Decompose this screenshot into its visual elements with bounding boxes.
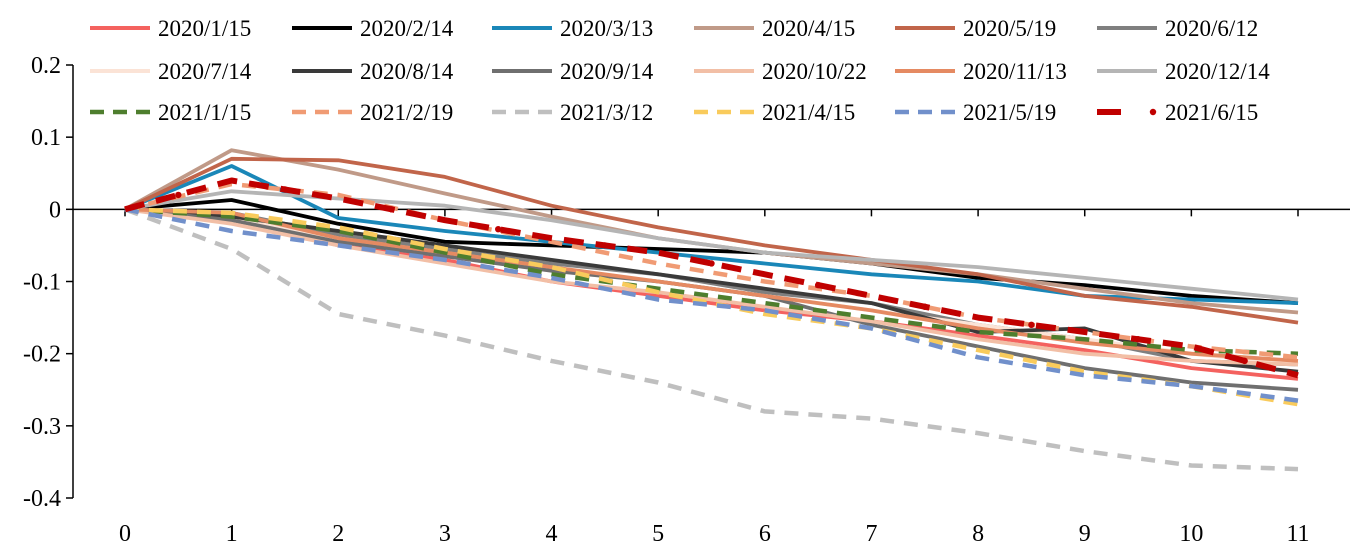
legend-label: 2020/8/14 xyxy=(360,59,454,84)
series-line-2021-5-19 xyxy=(124,207,1299,403)
legend-label: 2020/4/15 xyxy=(762,16,855,41)
legend-item: 2020/4/15 xyxy=(694,16,855,41)
legend-label: 2020/2/14 xyxy=(360,16,454,41)
series-dot xyxy=(495,225,502,233)
legend-item: 2020/2/14 xyxy=(292,16,454,41)
legend-item: 2020/8/14 xyxy=(292,59,454,84)
x-tick-label: 11 xyxy=(1286,521,1309,547)
legend-item: 2020/1/15 xyxy=(90,16,251,41)
series-dot xyxy=(1134,336,1142,343)
x-tick-label: 2 xyxy=(332,521,344,547)
series-line-2020-5-19 xyxy=(124,156,1299,325)
legend-item: 2020/9/14 xyxy=(492,59,654,84)
x-tick-label: 1 xyxy=(226,521,238,547)
legend-item: 2021/5/19 xyxy=(895,100,1056,125)
series-dot xyxy=(708,260,715,267)
y-tick-label: -0.4 xyxy=(23,486,61,512)
legend-label: 2021/3/12 xyxy=(560,100,653,125)
series-line-2020-11-13 xyxy=(124,207,1299,363)
series-dot xyxy=(814,281,822,289)
legend-item: 2020/11/13 xyxy=(895,59,1067,84)
legend-label: 2021/5/19 xyxy=(963,100,1056,125)
legend-item: 2021/3/12 xyxy=(492,100,653,125)
legend-item: 2020/7/14 xyxy=(90,59,252,84)
legend-item: 2021/2/19 xyxy=(292,100,453,125)
y-tick-label: 0 xyxy=(49,197,61,223)
series-lines xyxy=(124,148,1299,472)
legend-label: 2020/3/13 xyxy=(560,16,653,41)
series-line-2021-6-15 xyxy=(124,177,1299,379)
legend-item: 2020/5/19 xyxy=(895,16,1056,41)
y-tick-label: 0.2 xyxy=(31,53,61,79)
legend-label: 2020/7/14 xyxy=(158,59,252,84)
x-tick-label: 9 xyxy=(1079,521,1091,547)
series-line-2020-2-14 xyxy=(124,198,1299,305)
legend-item: 2021/6/15 xyxy=(1097,100,1258,125)
y-tick-label: 0.1 xyxy=(31,125,61,151)
legend-item: 2020/12/14 xyxy=(1097,59,1270,84)
legend-label: 2021/4/15 xyxy=(762,100,855,125)
series-dot xyxy=(1028,321,1035,328)
legend-item: 2021/1/15 xyxy=(90,100,251,125)
x-tick-label: 7 xyxy=(865,521,877,547)
y-tick-label: -0.3 xyxy=(23,414,61,440)
legend: 2020/1/15 2020/2/14 2020/3/13 2020/4/15 2020… xyxy=(90,16,1270,125)
series-dot xyxy=(601,242,609,249)
legend-swatch-dot xyxy=(1149,108,1157,116)
legend-label: 2020/12/14 xyxy=(1165,59,1270,84)
series-dot xyxy=(388,206,395,213)
legend-label: 2021/2/19 xyxy=(360,100,453,125)
y-tick-label: -0.1 xyxy=(23,270,61,296)
series-dot xyxy=(1241,357,1248,365)
series-dot xyxy=(281,186,289,193)
legend-label: 2020/10/22 xyxy=(762,59,867,84)
axes: 0.2 0.1 0 -0.1 -0.2 -0.3 -0.4 0 1 2 3 4 5 6 7 8 9 10 11 xyxy=(23,53,1350,547)
legend-label: 2020/1/15 xyxy=(158,16,251,41)
legend-label: 2021/1/15 xyxy=(158,100,251,125)
y-tick-label: -0.2 xyxy=(23,342,61,368)
legend-label: 2020/9/14 xyxy=(560,59,654,84)
x-tick-label: 4 xyxy=(546,521,558,547)
legend-item: 2021/4/15 xyxy=(694,100,855,125)
legend-label: 2020/11/13 xyxy=(963,59,1067,84)
legend-label: 2021/6/15 xyxy=(1165,100,1258,125)
legend-label: 2020/6/12 xyxy=(1165,16,1258,41)
legend-item: 2020/3/13 xyxy=(492,16,653,41)
series-dot xyxy=(175,191,182,199)
legend-label: 2020/5/19 xyxy=(963,16,1056,41)
legend-item: 2020/6/12 xyxy=(1097,16,1258,41)
x-tick-label: 8 xyxy=(972,521,984,547)
legend-item: 2020/10/22 xyxy=(694,59,867,84)
series-line-2021-1-15 xyxy=(124,207,1299,356)
x-tick-label: 6 xyxy=(759,521,771,547)
x-tick-label: 10 xyxy=(1179,521,1203,547)
x-tick-label: 5 xyxy=(652,521,664,547)
x-tick-label: 0 xyxy=(119,521,131,547)
series-line-2021-4-15 xyxy=(124,207,1299,407)
x-tick-label: 3 xyxy=(439,521,451,547)
series-line-2021-3-12 xyxy=(124,207,1299,472)
series-dot xyxy=(921,303,928,310)
